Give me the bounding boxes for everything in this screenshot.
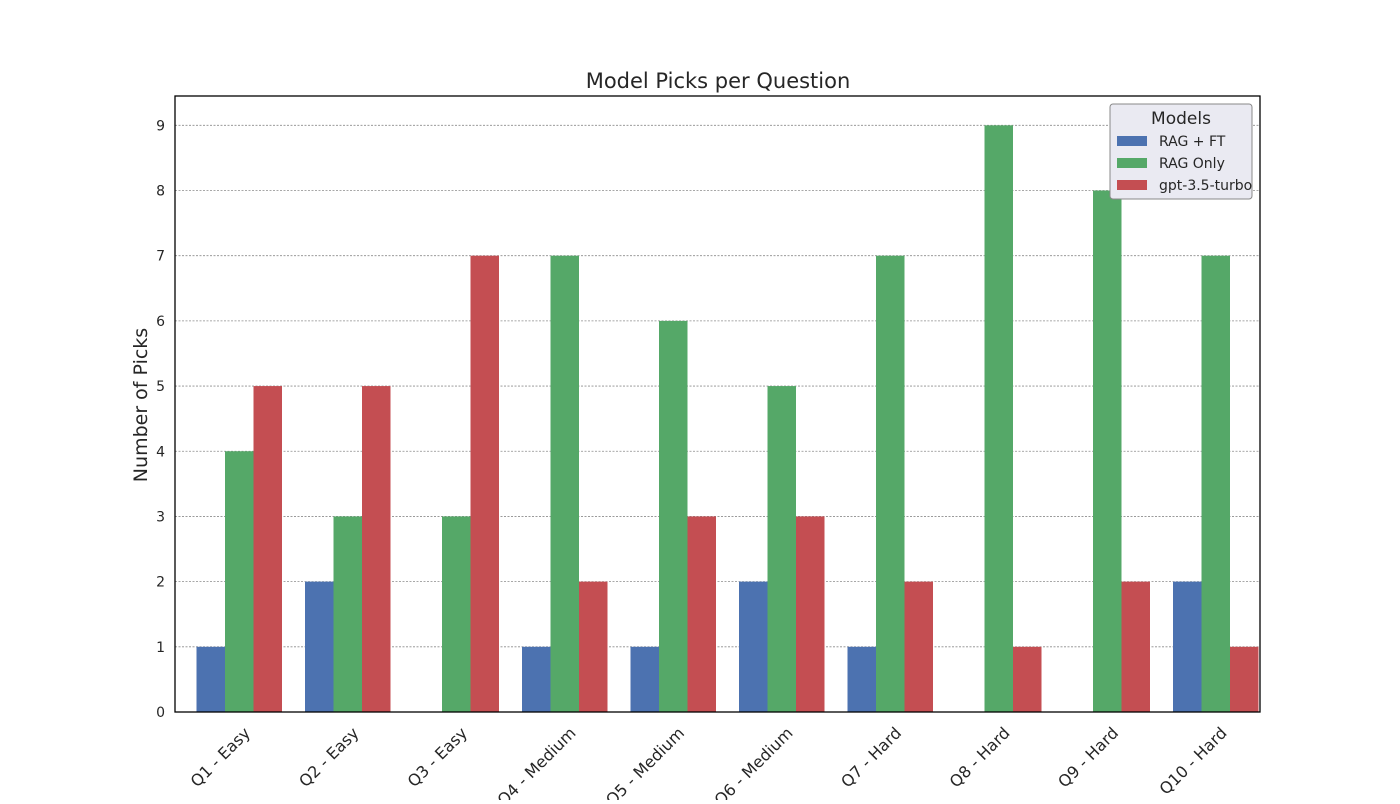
y-tick-label: 0 [156, 705, 165, 721]
bar-rag-ft-5 [630, 646, 659, 712]
legend-box [1109, 103, 1253, 200]
legend-swatch [1117, 136, 1147, 146]
bar-rag-ft-1 [196, 646, 225, 712]
x-tick-label: Q4 - Medium [494, 723, 580, 800]
bar-gpt-3-5-turbo-2 [362, 386, 391, 712]
legend-items: RAG + FT RAG Only gpt-3.5-turbo [1117, 134, 1252, 194]
plot-frame [174, 95, 1261, 713]
x-tick-label: Q10 - Hard [1155, 723, 1230, 798]
legend: Models RAG + FT RAG Only gpt-3.5-turbo [1109, 103, 1253, 200]
legend-swatch [1117, 158, 1147, 168]
x-tick-label: Q9 - Hard [1054, 723, 1122, 791]
bar-rag-only-5 [659, 320, 688, 712]
bar-rag-only-7 [876, 255, 905, 712]
y-tick-label: 1 [156, 640, 165, 656]
bar-gpt-3-5-turbo-9 [1121, 581, 1150, 712]
x-tick-label: Q7 - Hard [837, 723, 905, 791]
bar-gpt-3-5-turbo-8 [1013, 646, 1042, 712]
legend-swatch [1117, 180, 1147, 190]
x-tick-label: Q2 - Easy [295, 723, 362, 790]
y-tick-labels: 0 1 2 3 4 5 6 7 8 9 [156, 118, 165, 721]
chart-title: Model Picks per Question [586, 69, 851, 93]
bar-rag-ft-6 [739, 581, 768, 712]
bar-gpt-3-5-turbo-1 [253, 386, 282, 712]
y-tick-label: 5 [156, 379, 165, 395]
bar-rag-only-9 [1093, 190, 1122, 712]
y-tick-label: 3 [156, 509, 165, 525]
bar-gpt-3-5-turbo-4 [579, 581, 608, 712]
bar-rag-ft-2 [305, 581, 334, 712]
bar-gpt-3-5-turbo-7 [904, 581, 933, 712]
legend-label: RAG Only [1159, 156, 1225, 172]
bar-gpt-3-5-turbo-5 [687, 516, 716, 712]
x-tick-label: Q8 - Hard [946, 723, 1014, 791]
legend-title: Models [1151, 109, 1211, 129]
x-tick-label: Q1 - Easy [187, 723, 254, 790]
bar-rag-ft-10 [1173, 581, 1202, 712]
legend-label: RAG + FT [1159, 134, 1226, 150]
y-tick-label: 7 [156, 249, 165, 265]
bar-gpt-3-5-turbo-3 [470, 255, 499, 712]
bar-rag-ft-7 [847, 646, 876, 712]
x-tick-labels: Q1 - Easy Q2 - Easy Q3 - Easy Q4 - Medium Q5… [187, 723, 1231, 804]
y-tick-label: 9 [156, 118, 165, 134]
bar-rag-only-1 [225, 451, 254, 712]
legend-label: gpt-3.5-turbo [1159, 178, 1252, 194]
y-tick-label: 2 [156, 575, 165, 591]
y-tick-label: 6 [156, 314, 165, 330]
x-tick-label: Q5 - Medium [602, 723, 688, 800]
x-tick-label: Q3 - Easy [404, 723, 471, 790]
y-tick-label: 8 [156, 184, 165, 200]
bars [196, 125, 1259, 713]
grid-lines [175, 124, 1260, 648]
y-tick-label: 4 [156, 444, 165, 460]
bar-rag-only-10 [1201, 255, 1230, 712]
bar-gpt-3-5-turbo-6 [796, 516, 825, 712]
bar-rag-only-4 [550, 255, 579, 712]
bar-rag-only-3 [442, 516, 471, 712]
bar-rag-only-6 [767, 386, 796, 712]
bar-gpt-3-5-turbo-10 [1230, 646, 1259, 712]
x-tick-label: Q6 - Medium [711, 723, 797, 800]
bar-rag-only-2 [333, 516, 362, 712]
y-axis-label: Number of Picks [130, 328, 152, 482]
bar-rag-ft-4 [522, 646, 551, 712]
bar-rag-only-8 [984, 125, 1013, 713]
